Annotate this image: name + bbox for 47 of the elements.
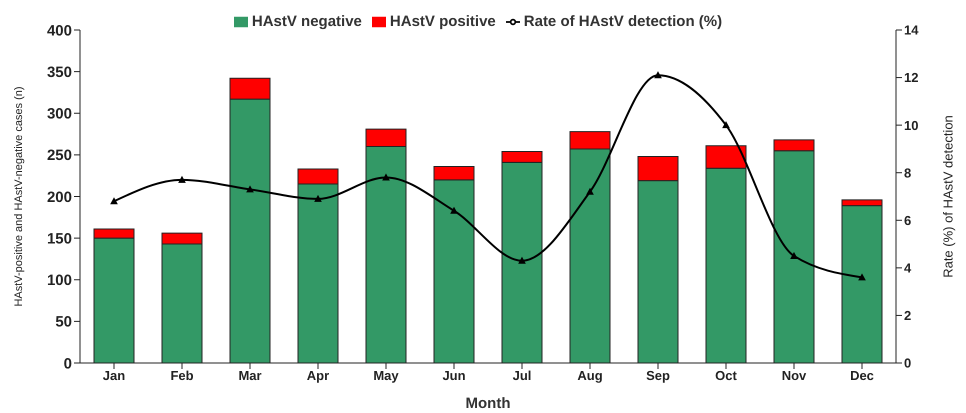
x-tick-label: Feb	[170, 368, 194, 384]
x-tick-label: Oct	[715, 368, 738, 384]
point	[790, 252, 798, 259]
y2-tick-label: 8	[904, 165, 912, 180]
point	[586, 188, 594, 195]
x-tick-label: May	[373, 368, 400, 384]
x-tick-label: Mar	[238, 368, 262, 384]
x-tick-label: Apr	[306, 368, 330, 384]
x-tick-label: Aug	[577, 368, 603, 384]
y2-tick-label: 2	[904, 308, 912, 324]
y2-tick-label: 10	[904, 118, 918, 133]
point	[178, 176, 186, 183]
point	[314, 195, 322, 202]
point	[518, 257, 526, 264]
y2-axis-title: Rate (%) of HAstV detection	[940, 115, 956, 278]
y-tick-label: 350	[46, 64, 72, 81]
y-tick-label: 150	[46, 230, 72, 248]
y-tick-label: 300	[46, 106, 72, 123]
y-tick-label: 100	[46, 272, 72, 290]
x-tick-label: Dec	[850, 368, 874, 384]
y2-tick-label: 0	[904, 356, 912, 371]
y-tick-label: 250	[46, 147, 72, 164]
x-tick-label: Jan	[102, 368, 126, 384]
y-tick-label: 400	[46, 22, 72, 40]
x-tick-label: Jul	[512, 368, 532, 384]
point	[110, 198, 118, 204]
point	[858, 274, 866, 280]
x-tick-label: Nov	[782, 368, 808, 384]
y-tick-label: 50	[55, 314, 72, 331]
point	[382, 174, 390, 180]
legend-label: Rate of HAstV detection (%)	[524, 13, 722, 30]
y2-tick-label: 4	[904, 260, 912, 276]
y-tick-label: 200	[46, 188, 72, 206]
y-axis-title: HAstV-positive and HAstV-negative cases (n)	[12, 86, 25, 307]
legend-label: HAstV positive	[390, 13, 496, 30]
x-tick-label: Jun	[442, 368, 466, 384]
legend-label: HAstV negative	[252, 13, 362, 30]
x-tick-label: Sep	[646, 368, 670, 384]
y2-tick-label: 6	[904, 212, 912, 228]
point	[654, 72, 662, 78]
point	[246, 186, 254, 192]
point	[722, 122, 730, 128]
point	[450, 207, 458, 214]
y2-tick-label: 14	[904, 22, 920, 38]
y-tick-label: 0	[64, 355, 72, 372]
x-axis-title: Month	[466, 395, 510, 412]
y2-tick-label: 12	[904, 70, 918, 86]
